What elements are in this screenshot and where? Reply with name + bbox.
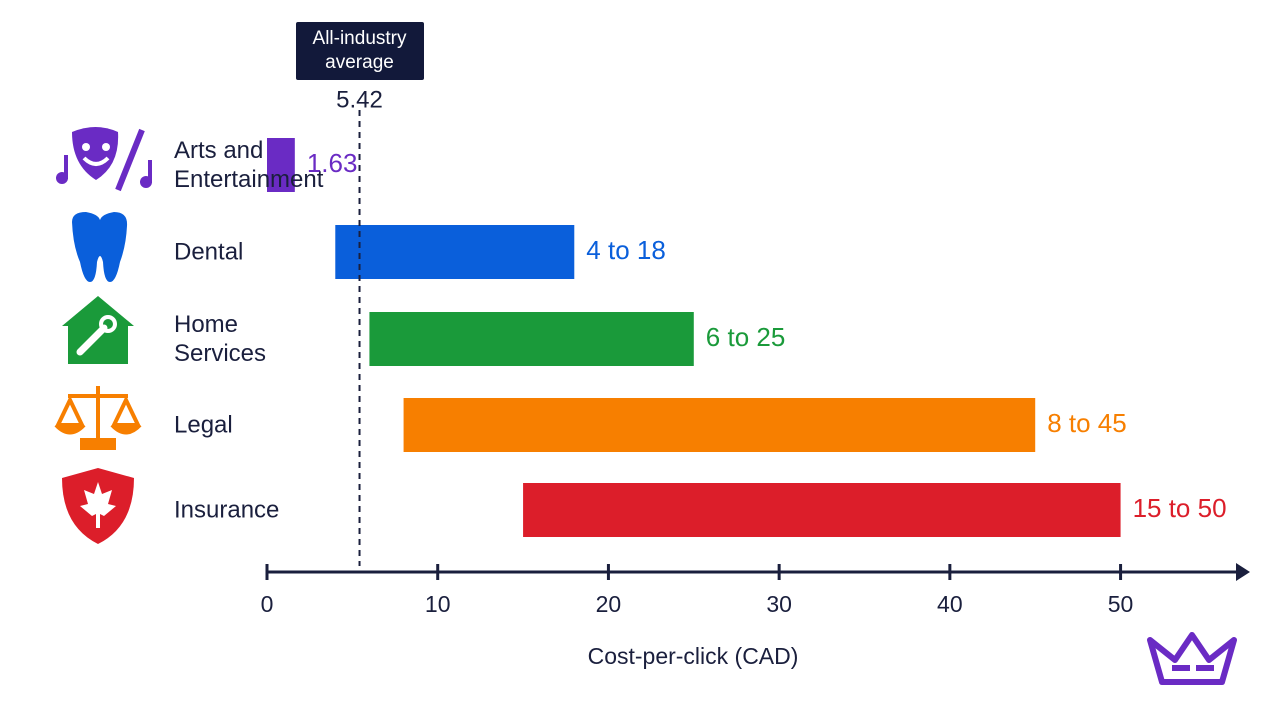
x-tick-label: 10 [425,591,451,617]
x-axis-label: Cost-per-click (CAD) [588,643,799,669]
x-tick-label: 40 [937,591,963,617]
legal-icon [54,386,142,450]
bar [403,398,1036,452]
reference-value: 5.42 [336,86,383,113]
value-label: 8 to 45 [1047,408,1127,438]
x-tick-label: 30 [766,591,792,617]
x-tick-label: 0 [261,591,274,617]
x-tick-label: 20 [596,591,622,617]
category-label: Home Services [174,311,267,367]
value-label: 15 to 50 [1133,493,1227,523]
insurance-icon [62,468,134,544]
x-tick-label: 50 [1108,591,1134,617]
bar [369,312,694,366]
bar [335,225,575,279]
value-label: 1.63 [307,148,358,178]
home-icon [62,296,134,364]
x-axis-arrow [1236,563,1250,581]
value-label: 4 to 18 [586,235,666,265]
category-label: Arts and Entertainment [174,137,324,193]
arts-icon [56,127,152,192]
value-label: 6 to 25 [706,322,786,352]
dental-icon [72,212,128,282]
category-label: Dental [174,238,244,266]
logo [1147,632,1237,685]
category-label: Insurance [174,496,280,524]
category-label: Legal [174,411,233,439]
reference-label: All-industry average [295,22,424,80]
bar [267,138,295,192]
bar [523,483,1121,537]
